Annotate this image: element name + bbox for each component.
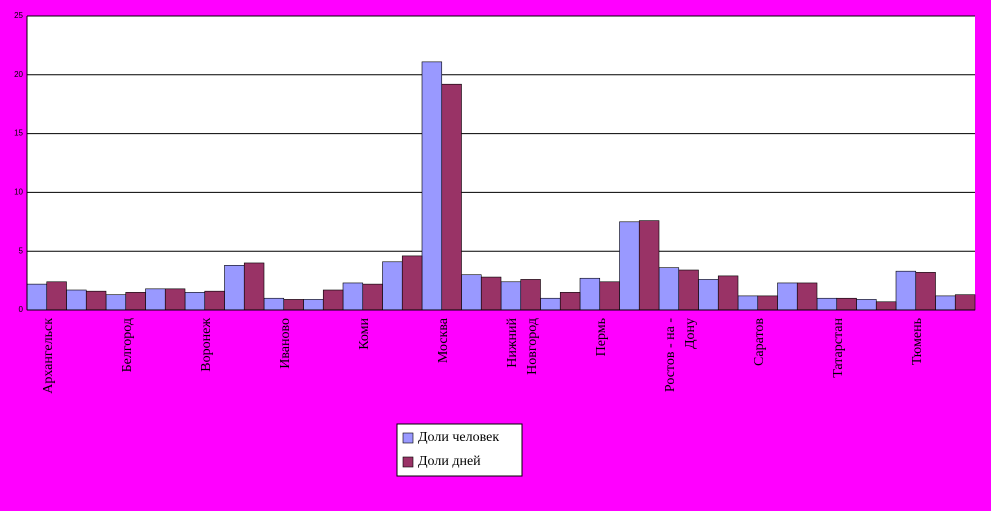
bar: [500, 281, 522, 311]
bar: [658, 267, 680, 311]
x-tick-label: Нижний Новгород: [505, 318, 540, 375]
bar: [184, 292, 206, 311]
y-tick-label: 0: [19, 305, 24, 314]
x-tick-label: Тюмень: [910, 318, 925, 365]
bar: [105, 294, 127, 311]
bar: [421, 61, 443, 311]
y-tick-label: 15: [14, 129, 23, 138]
bar: [46, 281, 67, 311]
bar: [915, 272, 936, 311]
bar: [875, 301, 897, 311]
x-tick-label: Москва: [436, 317, 451, 363]
bar: [224, 265, 245, 311]
bar: [382, 261, 403, 311]
legend-swatch: [402, 432, 414, 444]
plot-area: [27, 16, 975, 310]
bar: [698, 279, 719, 311]
x-tick-label: Саратов: [752, 318, 767, 366]
bar: [816, 297, 838, 311]
bar: [856, 299, 877, 311]
bar: [303, 299, 324, 311]
legend-swatch: [402, 456, 414, 468]
bar: [145, 288, 166, 311]
bar: [796, 282, 818, 311]
x-tick-label: Татарстан: [831, 318, 846, 378]
y-tick-label: 25: [14, 11, 23, 20]
y-tick-label: 10: [14, 188, 23, 197]
x-tick-label: Ростов - на - Дону: [663, 318, 698, 392]
bar: [638, 220, 660, 311]
bar: [164, 288, 186, 311]
legend-label: Доли человек: [418, 430, 499, 445]
bar: [243, 262, 265, 311]
x-tick-label: Воронеж: [199, 318, 214, 372]
bar: [125, 292, 146, 311]
bar: [441, 83, 462, 311]
legend-label: Доли дней: [418, 454, 481, 469]
bar: [579, 277, 601, 311]
bar: [342, 282, 364, 311]
bar: [283, 299, 304, 311]
y-tick-label: 5: [19, 246, 24, 255]
x-tick-label: Архангельск: [41, 318, 56, 394]
bar: [204, 290, 225, 311]
bar: [66, 289, 87, 311]
bar: [737, 295, 759, 311]
bar: [85, 290, 107, 311]
bar: [461, 274, 482, 311]
x-tick-label: Пермь: [594, 318, 609, 356]
bar: [619, 221, 640, 311]
x-tick-label: Коми: [357, 318, 372, 350]
legend: [396, 423, 523, 477]
bar: [954, 294, 976, 311]
bar: [559, 292, 581, 311]
bar: [322, 289, 344, 311]
bar: [678, 269, 699, 311]
x-tick-label: Белгород: [120, 318, 135, 372]
bar: [480, 276, 502, 311]
bar: [263, 297, 285, 311]
bar: [757, 295, 778, 311]
bar: [935, 295, 956, 311]
bar: [895, 270, 917, 311]
bar: [717, 275, 739, 311]
bar: [836, 297, 857, 311]
bar: [777, 282, 798, 311]
bar: [401, 255, 423, 311]
bar: [599, 281, 620, 311]
x-tick-label: Иваново: [278, 318, 293, 369]
y-tick-label: 20: [14, 70, 23, 79]
bar: [520, 279, 541, 311]
bar: [362, 283, 383, 311]
bar: [26, 283, 48, 311]
bar: [540, 297, 561, 311]
